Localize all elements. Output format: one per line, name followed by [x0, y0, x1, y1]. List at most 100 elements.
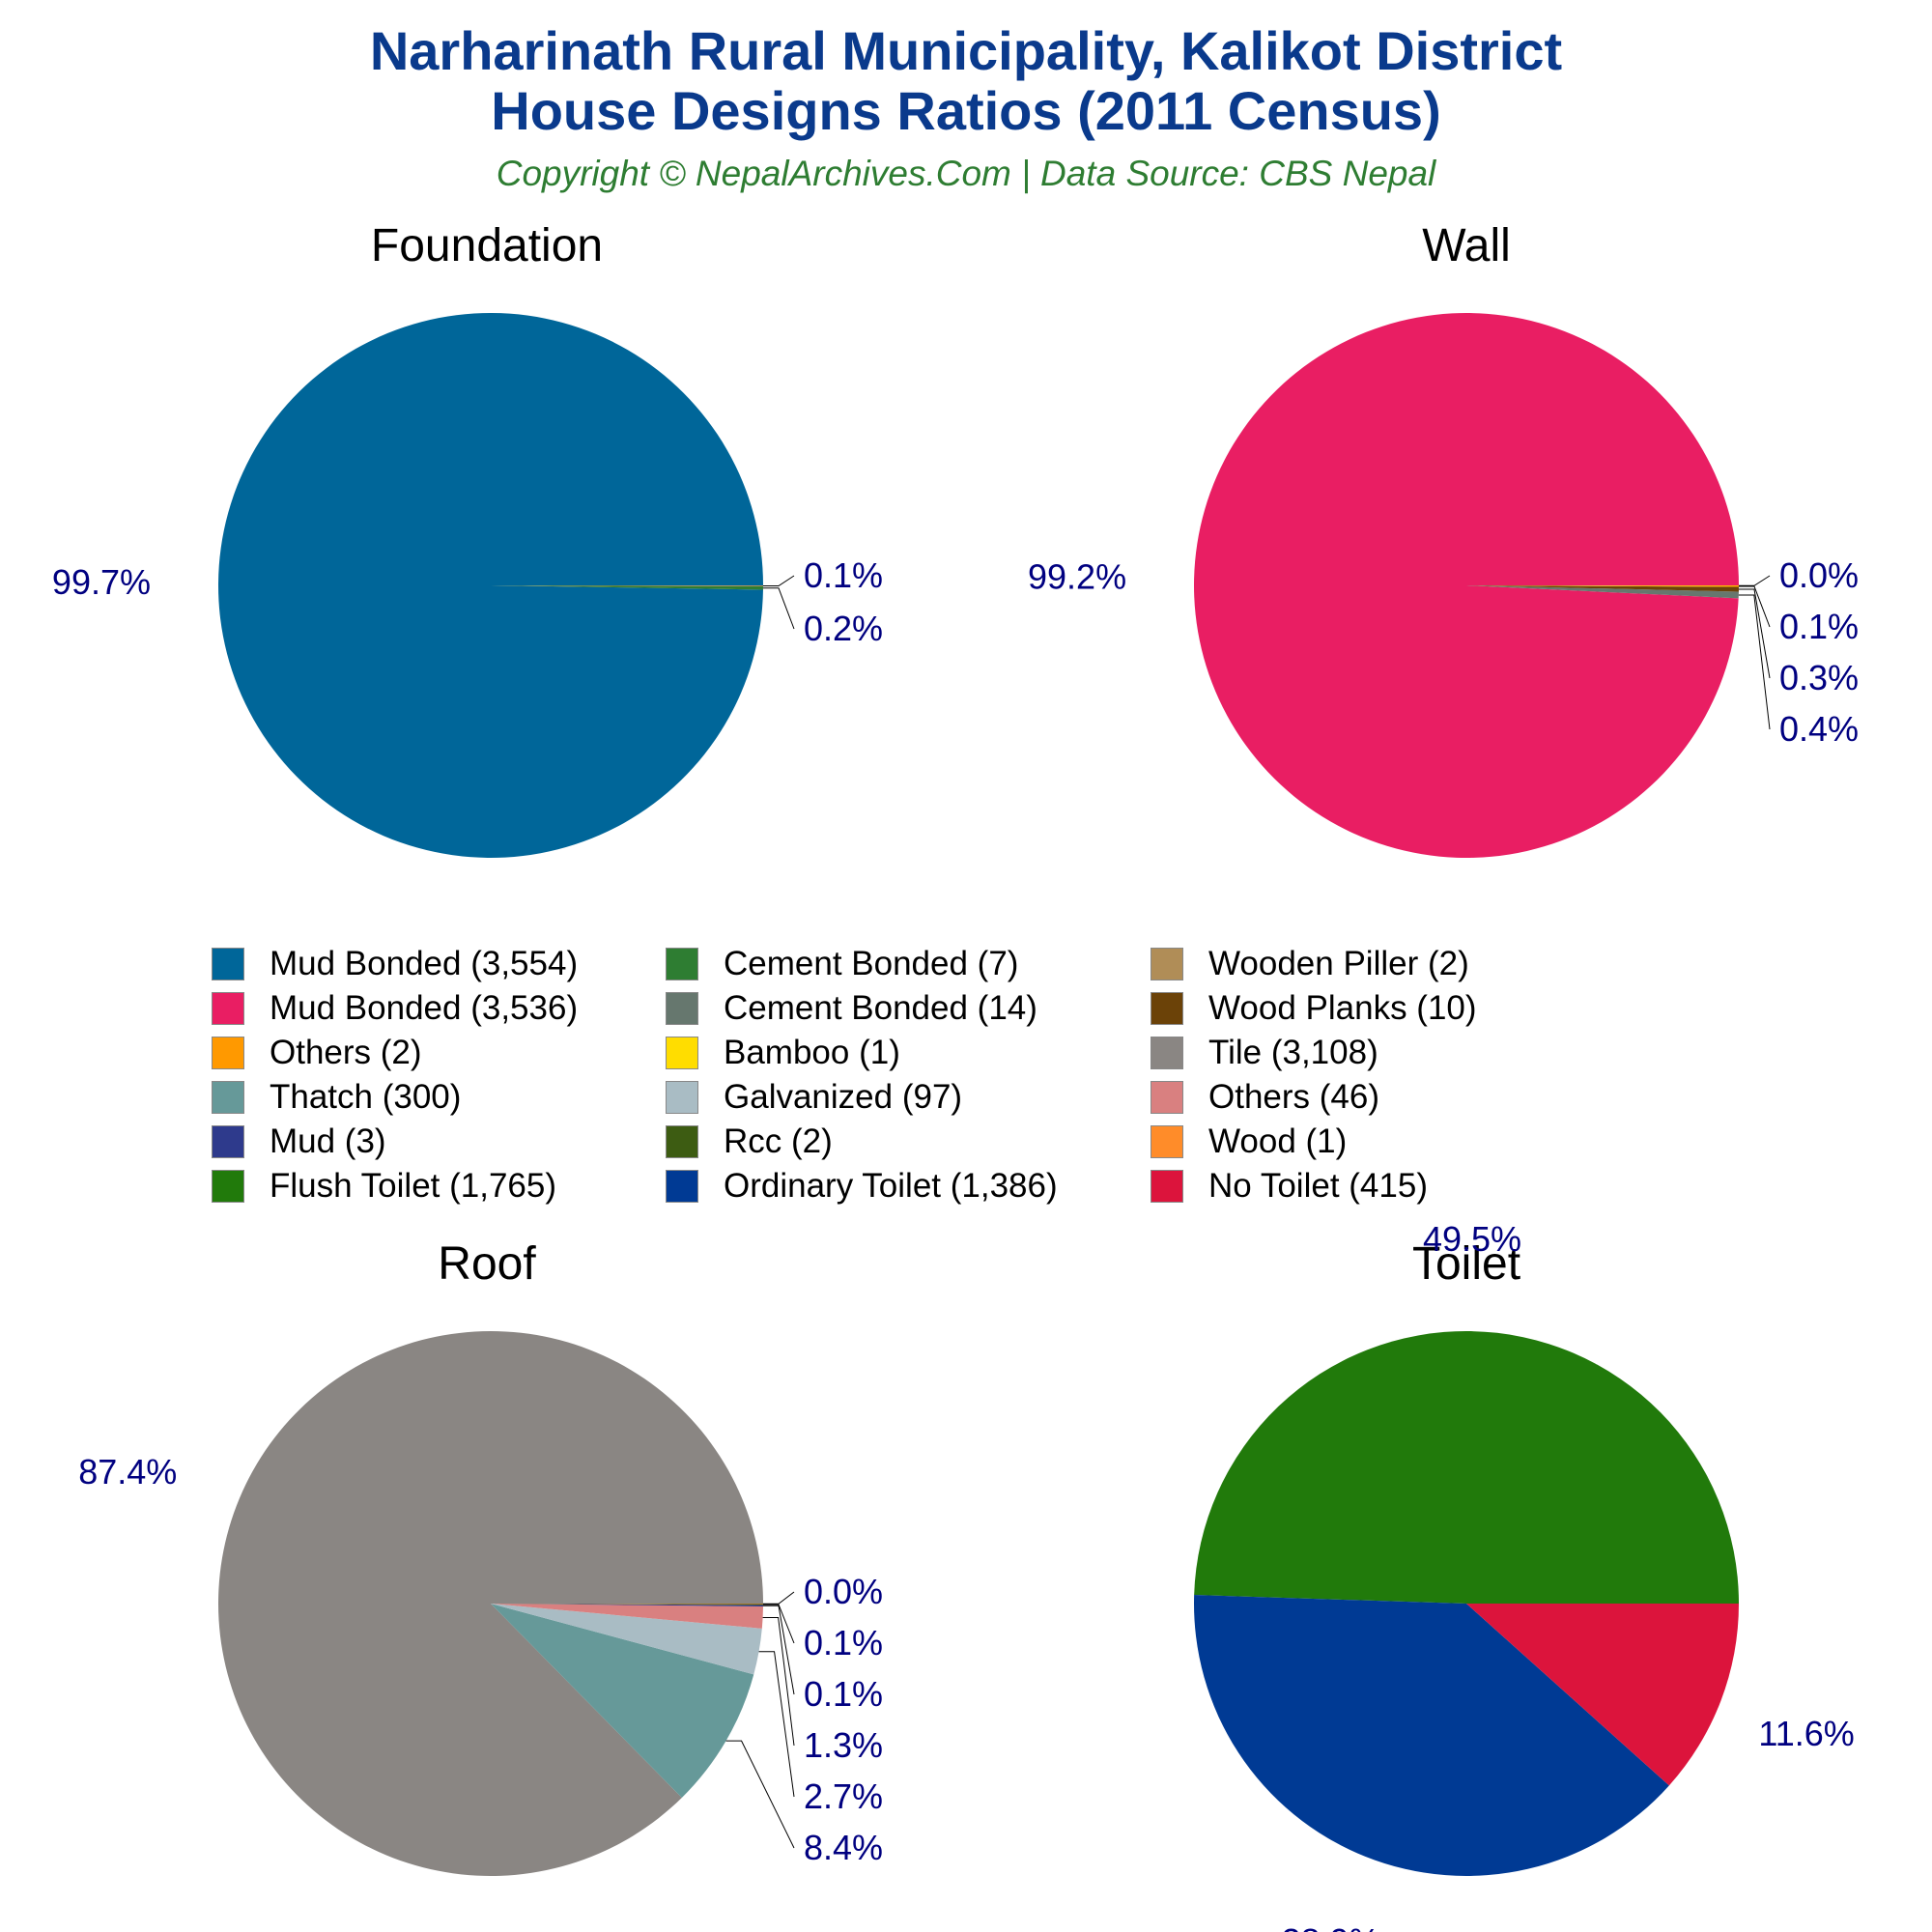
pie-percent-label: 0.3%: [1779, 658, 1859, 697]
legend-item: Cement Bonded (14): [666, 986, 1037, 1031]
legend-label: Flush Toilet (1,765): [270, 1167, 557, 1205]
pie-title: Wall: [1422, 220, 1511, 271]
leader-line: [762, 1604, 795, 1644]
leader-line: [1738, 588, 1771, 679]
pie-slice: [217, 313, 763, 859]
legend-label: Others (2): [270, 1034, 422, 1071]
legend-item: Bamboo (1): [666, 1031, 900, 1075]
pie-percent-label: 0.1%: [804, 1623, 883, 1662]
pie-slice: [1466, 585, 1739, 592]
legend-swatch: [666, 1170, 698, 1203]
pie-title: Foundation: [371, 220, 603, 271]
legend-label: Others (46): [1208, 1078, 1379, 1116]
legend-swatch: [1151, 1170, 1183, 1203]
chart-header: Narharinath Rural Municipality, Kalikot …: [0, 21, 1932, 195]
pie-percent-label: 87.4%: [78, 1452, 177, 1492]
legend-label: Cement Bonded (14): [724, 989, 1037, 1027]
leader-line: [762, 575, 795, 586]
legend-item: Galvanized (97): [666, 1075, 962, 1120]
legend-label: Mud Bonded (3,554): [270, 945, 579, 982]
legend-item: Rcc (2): [666, 1120, 833, 1164]
legend-label: Wood (1): [1208, 1122, 1348, 1160]
legend-item: No Toilet (415): [1151, 1164, 1428, 1208]
pie-percent-label: 0.1%: [1779, 607, 1859, 646]
pie-slice: [1194, 1595, 1669, 1876]
legend-label: Cement Bonded (7): [724, 945, 1019, 982]
legend-swatch: [212, 1170, 244, 1203]
legend-swatch: [212, 1081, 244, 1114]
legend-swatch: [666, 948, 698, 980]
legend-swatch: [1151, 1125, 1183, 1158]
pie-slice: [217, 1331, 764, 1876]
legend-swatch: [212, 948, 244, 980]
chart-title-line1: Narharinath Rural Municipality, Kalikot …: [369, 20, 1563, 81]
legend-label: Galvanized (97): [724, 1078, 963, 1116]
leader-line: [1738, 585, 1771, 628]
pie-percent-label: 0.1%: [804, 555, 883, 595]
legend-swatch: [666, 1037, 698, 1069]
legend-item: Thatch (300): [212, 1075, 461, 1120]
legend-swatch: [1151, 1037, 1183, 1069]
pie-percent-label: 0.1%: [804, 1674, 883, 1714]
pie-percent-label: 0.2%: [804, 609, 883, 648]
chart-title-line2: House Designs Ratios (2011 Census): [491, 80, 1441, 141]
leader-line: [762, 1616, 795, 1747]
legend-item: Cement Bonded (7): [666, 942, 1018, 986]
pie-slice: [491, 1604, 754, 1798]
legend-swatch: [666, 992, 698, 1025]
pie-percent-label: 11.6%: [1758, 1714, 1854, 1753]
legend-item: Mud Bonded (3,536): [212, 986, 578, 1031]
legend-label: Tile (3,108): [1208, 1034, 1378, 1071]
pie-chart-wall: Wall 99.2% 0.0% 0.1% 0.3% 0.4%: [1028, 220, 1859, 859]
pie-slice: [491, 1604, 762, 1675]
pie-slice: [1466, 1604, 1739, 1786]
pie-slice: [491, 1604, 763, 1629]
pie-percent-label: 2.7%: [804, 1776, 883, 1816]
legend-label: Thatch (300): [270, 1078, 462, 1116]
legend-label: Wood Planks (10): [1208, 989, 1477, 1027]
pie-slice: [491, 585, 763, 590]
pie-title: Roof: [438, 1238, 536, 1290]
pie-percent-label: 49.5%: [1423, 1219, 1521, 1259]
leader-line: [725, 1740, 795, 1849]
legend-item: Others (46): [1151, 1075, 1379, 1120]
chart-subtitle: Copyright © NepalArchives.Com | Data Sou…: [496, 154, 1436, 193]
legend-item: Others (2): [212, 1031, 422, 1075]
pie-slice: [1194, 1331, 1739, 1604]
leader-line: [758, 1651, 795, 1798]
legend-swatch: [212, 992, 244, 1025]
legend-swatch: [1151, 948, 1183, 980]
pie-percent-label: 99.2%: [1028, 557, 1126, 597]
legend-label: Rcc (2): [724, 1122, 833, 1160]
legend-label: Mud Bonded (3,536): [270, 989, 579, 1027]
legend-label: No Toilet (415): [1208, 1167, 1428, 1205]
leader-line: [1738, 594, 1771, 730]
legend-label: Wooden Piller (2): [1208, 945, 1469, 982]
pie-chart-roof: Roof 87.4% 0.0% 0.1% 0.1% 1.3% 2.7% 8.4%: [78, 1238, 883, 1876]
legend-swatch: [1151, 1081, 1183, 1114]
legend-item: Ordinary Toilet (1,386): [666, 1164, 1058, 1208]
legend-label: Mud (3): [270, 1122, 386, 1160]
legend-item: Mud Bonded (3,554): [212, 942, 578, 986]
pie-slice: [1194, 313, 1739, 859]
legend-swatch: [666, 1081, 698, 1114]
pie-percent-label: 1.3%: [804, 1725, 883, 1765]
leader-line: [762, 587, 795, 630]
legend-item: Mud (3): [212, 1120, 386, 1164]
legend-item: Wood Planks (10): [1151, 986, 1477, 1031]
pie-percent-label: 99.7%: [52, 562, 151, 602]
pie-percent-label: 38.9%: [1282, 1921, 1380, 1932]
pie-chart-foundation: Foundation 99.7% 0.1% 0.2%: [52, 220, 883, 859]
leader-line: [762, 1605, 795, 1695]
legend-item: Tile (3,108): [1151, 1031, 1378, 1075]
leader-line: [762, 1591, 795, 1605]
legend-swatch: [666, 1125, 698, 1158]
pie-slice: [491, 585, 763, 586]
pie-slice: [1466, 585, 1739, 599]
pie-percent-label: 0.0%: [1779, 555, 1859, 595]
legend-item: Flush Toilet (1,765): [212, 1164, 556, 1208]
pie-percent-label: 0.0%: [804, 1572, 883, 1611]
leader-line: [1738, 575, 1771, 586]
